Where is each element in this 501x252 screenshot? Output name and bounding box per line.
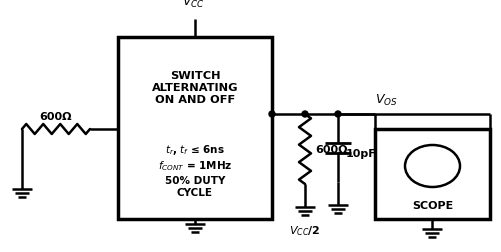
Text: 600Ω: 600Ω bbox=[314, 144, 347, 154]
Circle shape bbox=[302, 112, 308, 117]
Ellipse shape bbox=[404, 145, 459, 187]
Text: $t_r$, $t_f$ ≤ 6ns: $t_r$, $t_f$ ≤ 6ns bbox=[165, 142, 224, 156]
Bar bbox=[374, 130, 489, 219]
Text: $V_{CC}$: $V_{CC}$ bbox=[181, 0, 204, 10]
Circle shape bbox=[269, 112, 275, 117]
Text: 600Ω: 600Ω bbox=[40, 112, 72, 121]
Text: SCOPE: SCOPE bbox=[411, 200, 452, 210]
Circle shape bbox=[334, 112, 340, 117]
Text: $V_{OS}$: $V_{OS}$ bbox=[374, 92, 397, 107]
Text: $V_{CC}$/2: $V_{CC}$/2 bbox=[289, 223, 320, 237]
Text: $f_{CONT}$ = 1MHz: $f_{CONT}$ = 1MHz bbox=[157, 159, 232, 172]
Text: 10pF: 10pF bbox=[345, 148, 376, 158]
Text: 50% DUTY
CYCLE: 50% DUTY CYCLE bbox=[164, 175, 225, 197]
Bar bbox=[118, 38, 272, 219]
Text: SWITCH
ALTERNATING
ON AND OFF: SWITCH ALTERNATING ON AND OFF bbox=[151, 70, 238, 105]
